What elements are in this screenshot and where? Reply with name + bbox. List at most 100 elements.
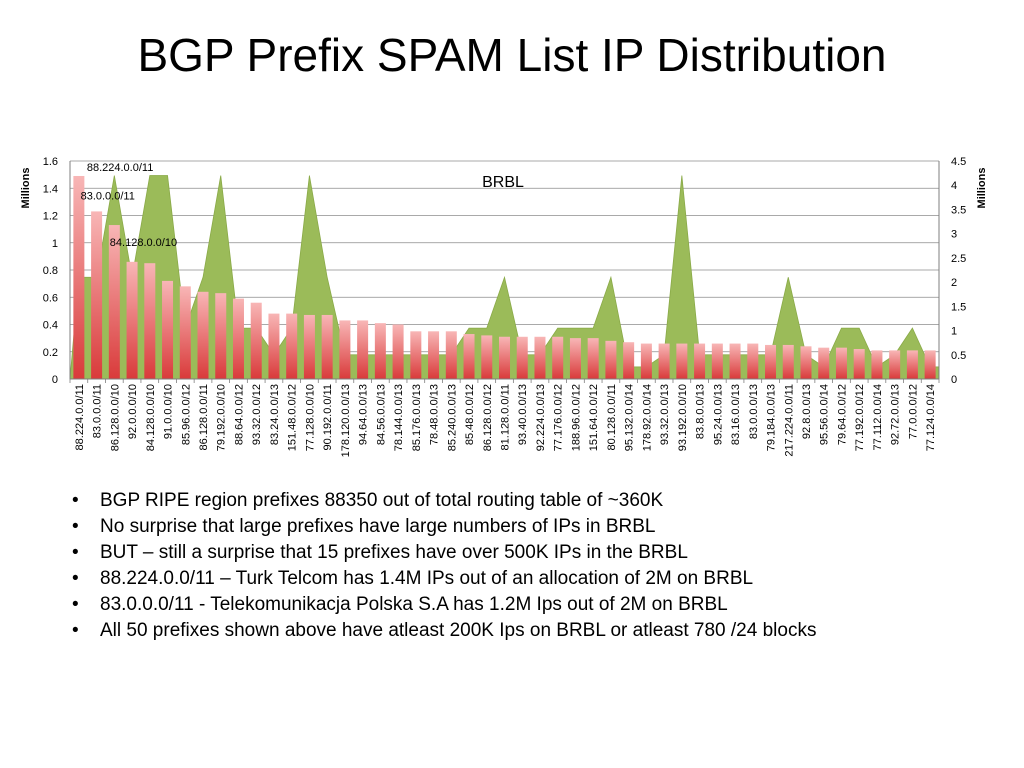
bar [250, 302, 262, 379]
x-tick-label: 92.8.0.0/13 [801, 384, 813, 439]
bullet-text: 83.0.0.0/11 - Telekomunikacja Polska S.A… [100, 594, 728, 615]
bullet-marker: • [72, 620, 79, 641]
bar [357, 320, 369, 379]
y-tick-label: 0.8 [43, 265, 58, 277]
bar [215, 293, 227, 379]
bar [676, 343, 688, 379]
bar [694, 343, 706, 379]
bullet-marker: • [72, 594, 79, 615]
x-tick-label: 83.24.0.0/13 [269, 384, 281, 445]
bar [303, 314, 315, 379]
bar [126, 261, 138, 379]
y2-tick-label: 4.5 [951, 156, 966, 168]
bar [162, 280, 174, 379]
bar [782, 344, 794, 379]
bullet-marker: • [72, 490, 79, 511]
bullet-marker: • [72, 568, 79, 589]
x-tick-label: 94.64.0.0/13 [358, 384, 370, 445]
bar [428, 331, 440, 379]
x-tick-label: 86.128.0.0/11 [198, 384, 210, 450]
bar [144, 263, 156, 379]
bar [800, 346, 812, 379]
bullet-item: • No surprise that large prefixes have la… [72, 515, 972, 539]
x-tick-label: 79.192.0.0/10 [216, 384, 228, 451]
x-tick-label: 86.128.0.0/12 [482, 384, 494, 451]
x-tick-label: 151.64.0.0/12 [588, 384, 600, 451]
bar [410, 331, 422, 379]
x-tick-label: 91.0.0.0/10 [163, 384, 175, 439]
x-tick-label: 85.176.0.0/13 [411, 384, 423, 451]
bar [481, 335, 493, 379]
x-tick-label: 85.240.0.0/13 [446, 384, 458, 451]
bar [108, 225, 120, 379]
bullet-text: BUT – still a surprise that 15 prefixes … [100, 542, 688, 563]
bar [534, 336, 546, 379]
bar [569, 338, 581, 380]
x-tick-label: 83.0.0.0/13 [748, 384, 760, 439]
x-tick-label: 77.112.0.0/14 [872, 384, 884, 450]
y2-tick-label: 3 [951, 229, 957, 241]
bar [924, 350, 936, 379]
bullet-item: • BUT – still a surprise that 15 prefixes… [72, 541, 972, 565]
y-tick-label: 1 [52, 238, 58, 250]
bar [605, 340, 617, 379]
x-tick-label: 83.0.0.0/11 [92, 384, 104, 438]
bullet-marker: • [72, 542, 79, 563]
bar [906, 350, 918, 379]
bar [232, 298, 244, 379]
bullet-text: 88.224.0.0/11 – Turk Telcom has 1.4M IPs… [100, 568, 754, 589]
bar [91, 211, 103, 379]
bullet-item: • 88.224.0.0/11 – Turk Telcom has 1.4M IP… [72, 567, 972, 591]
x-tick-label: 77.124.0.0/14 [925, 384, 937, 451]
x-tick-label: 217.224.0.0/11 [783, 384, 795, 457]
bar [374, 323, 386, 379]
bar [853, 349, 865, 379]
x-tick-label: 83.8.0.0/13 [695, 384, 707, 439]
x-tick-label: 88.224.0.0/11 [74, 384, 86, 450]
x-tick-label: 188.96.0.0/12 [570, 384, 582, 451]
bar [73, 175, 85, 379]
annotation-label: 88.224.0.0/11 [87, 162, 153, 174]
bar [499, 336, 510, 379]
x-tick-label: 95.24.0.0/13 [712, 384, 724, 445]
bullet-marker: • [72, 516, 79, 537]
x-tick-label: 77.192.0.0/12 [854, 384, 866, 451]
x-tick-label: 77.176.0.0/12 [553, 384, 565, 451]
bar [765, 344, 777, 379]
bar [623, 342, 635, 379]
x-tick-label: 85.48.0.0/12 [464, 384, 476, 445]
y2-axis-label: Millions [976, 168, 988, 209]
bar [889, 350, 901, 379]
x-tick-label: 93.32.0.0/12 [251, 384, 263, 445]
y-tick-label: 1.6 [43, 156, 58, 168]
x-tick-label: 83.16.0.0/13 [730, 384, 742, 445]
x-tick-label: 93.192.0.0/10 [677, 384, 689, 451]
y2-tick-label: 0.5 [951, 350, 966, 362]
bar [445, 331, 457, 379]
bullet-text: All 50 prefixes shown above have atleast… [100, 620, 817, 641]
x-tick-label: 77.128.0.0/10 [304, 384, 316, 451]
y-tick-label: 0 [52, 374, 58, 386]
y2-tick-label: 4 [951, 180, 957, 192]
bar [729, 343, 741, 379]
bar [640, 343, 652, 379]
bar [818, 347, 830, 379]
bar [392, 324, 404, 379]
y2-tick-label: 3.5 [951, 204, 966, 216]
x-tick-label: 93.32.0.0/13 [659, 384, 671, 445]
bullet-item: • BGP RIPE region prefixes 88350 out of t… [72, 489, 972, 513]
x-tick-label: 95.132.0.0/14 [624, 384, 636, 451]
x-tick-label: 92.224.0.0/13 [535, 384, 547, 451]
x-tick-label: 77.0.0.0/12 [907, 384, 919, 439]
y2-tick-label: 1.5 [951, 301, 966, 313]
x-tick-label: 84.56.0.0/13 [375, 384, 387, 445]
bar [552, 336, 564, 379]
x-tick-label: 178.92.0.0/14 [641, 384, 653, 451]
bar [321, 314, 333, 379]
bar [711, 343, 723, 379]
bullet-text: BGP RIPE region prefixes 88350 out of to… [100, 490, 664, 511]
x-tick-label: 92.0.0.0/10 [127, 384, 139, 439]
x-tick-label: 78.48.0.0/13 [429, 384, 441, 445]
bullet-item: • 83.0.0.0/11 - Telekomunikacja Polska S.… [72, 593, 972, 617]
y2-tick-label: 1 [951, 326, 957, 338]
